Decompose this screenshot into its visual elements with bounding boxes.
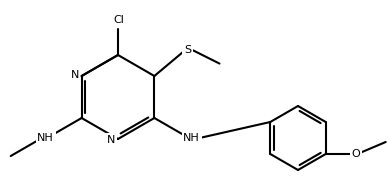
Text: NH: NH: [37, 133, 54, 143]
Text: Cl: Cl: [114, 15, 125, 25]
Text: N: N: [71, 70, 79, 80]
Text: S: S: [184, 45, 191, 55]
Text: NH: NH: [183, 133, 200, 143]
Text: O: O: [352, 149, 360, 159]
Text: N: N: [107, 135, 115, 145]
